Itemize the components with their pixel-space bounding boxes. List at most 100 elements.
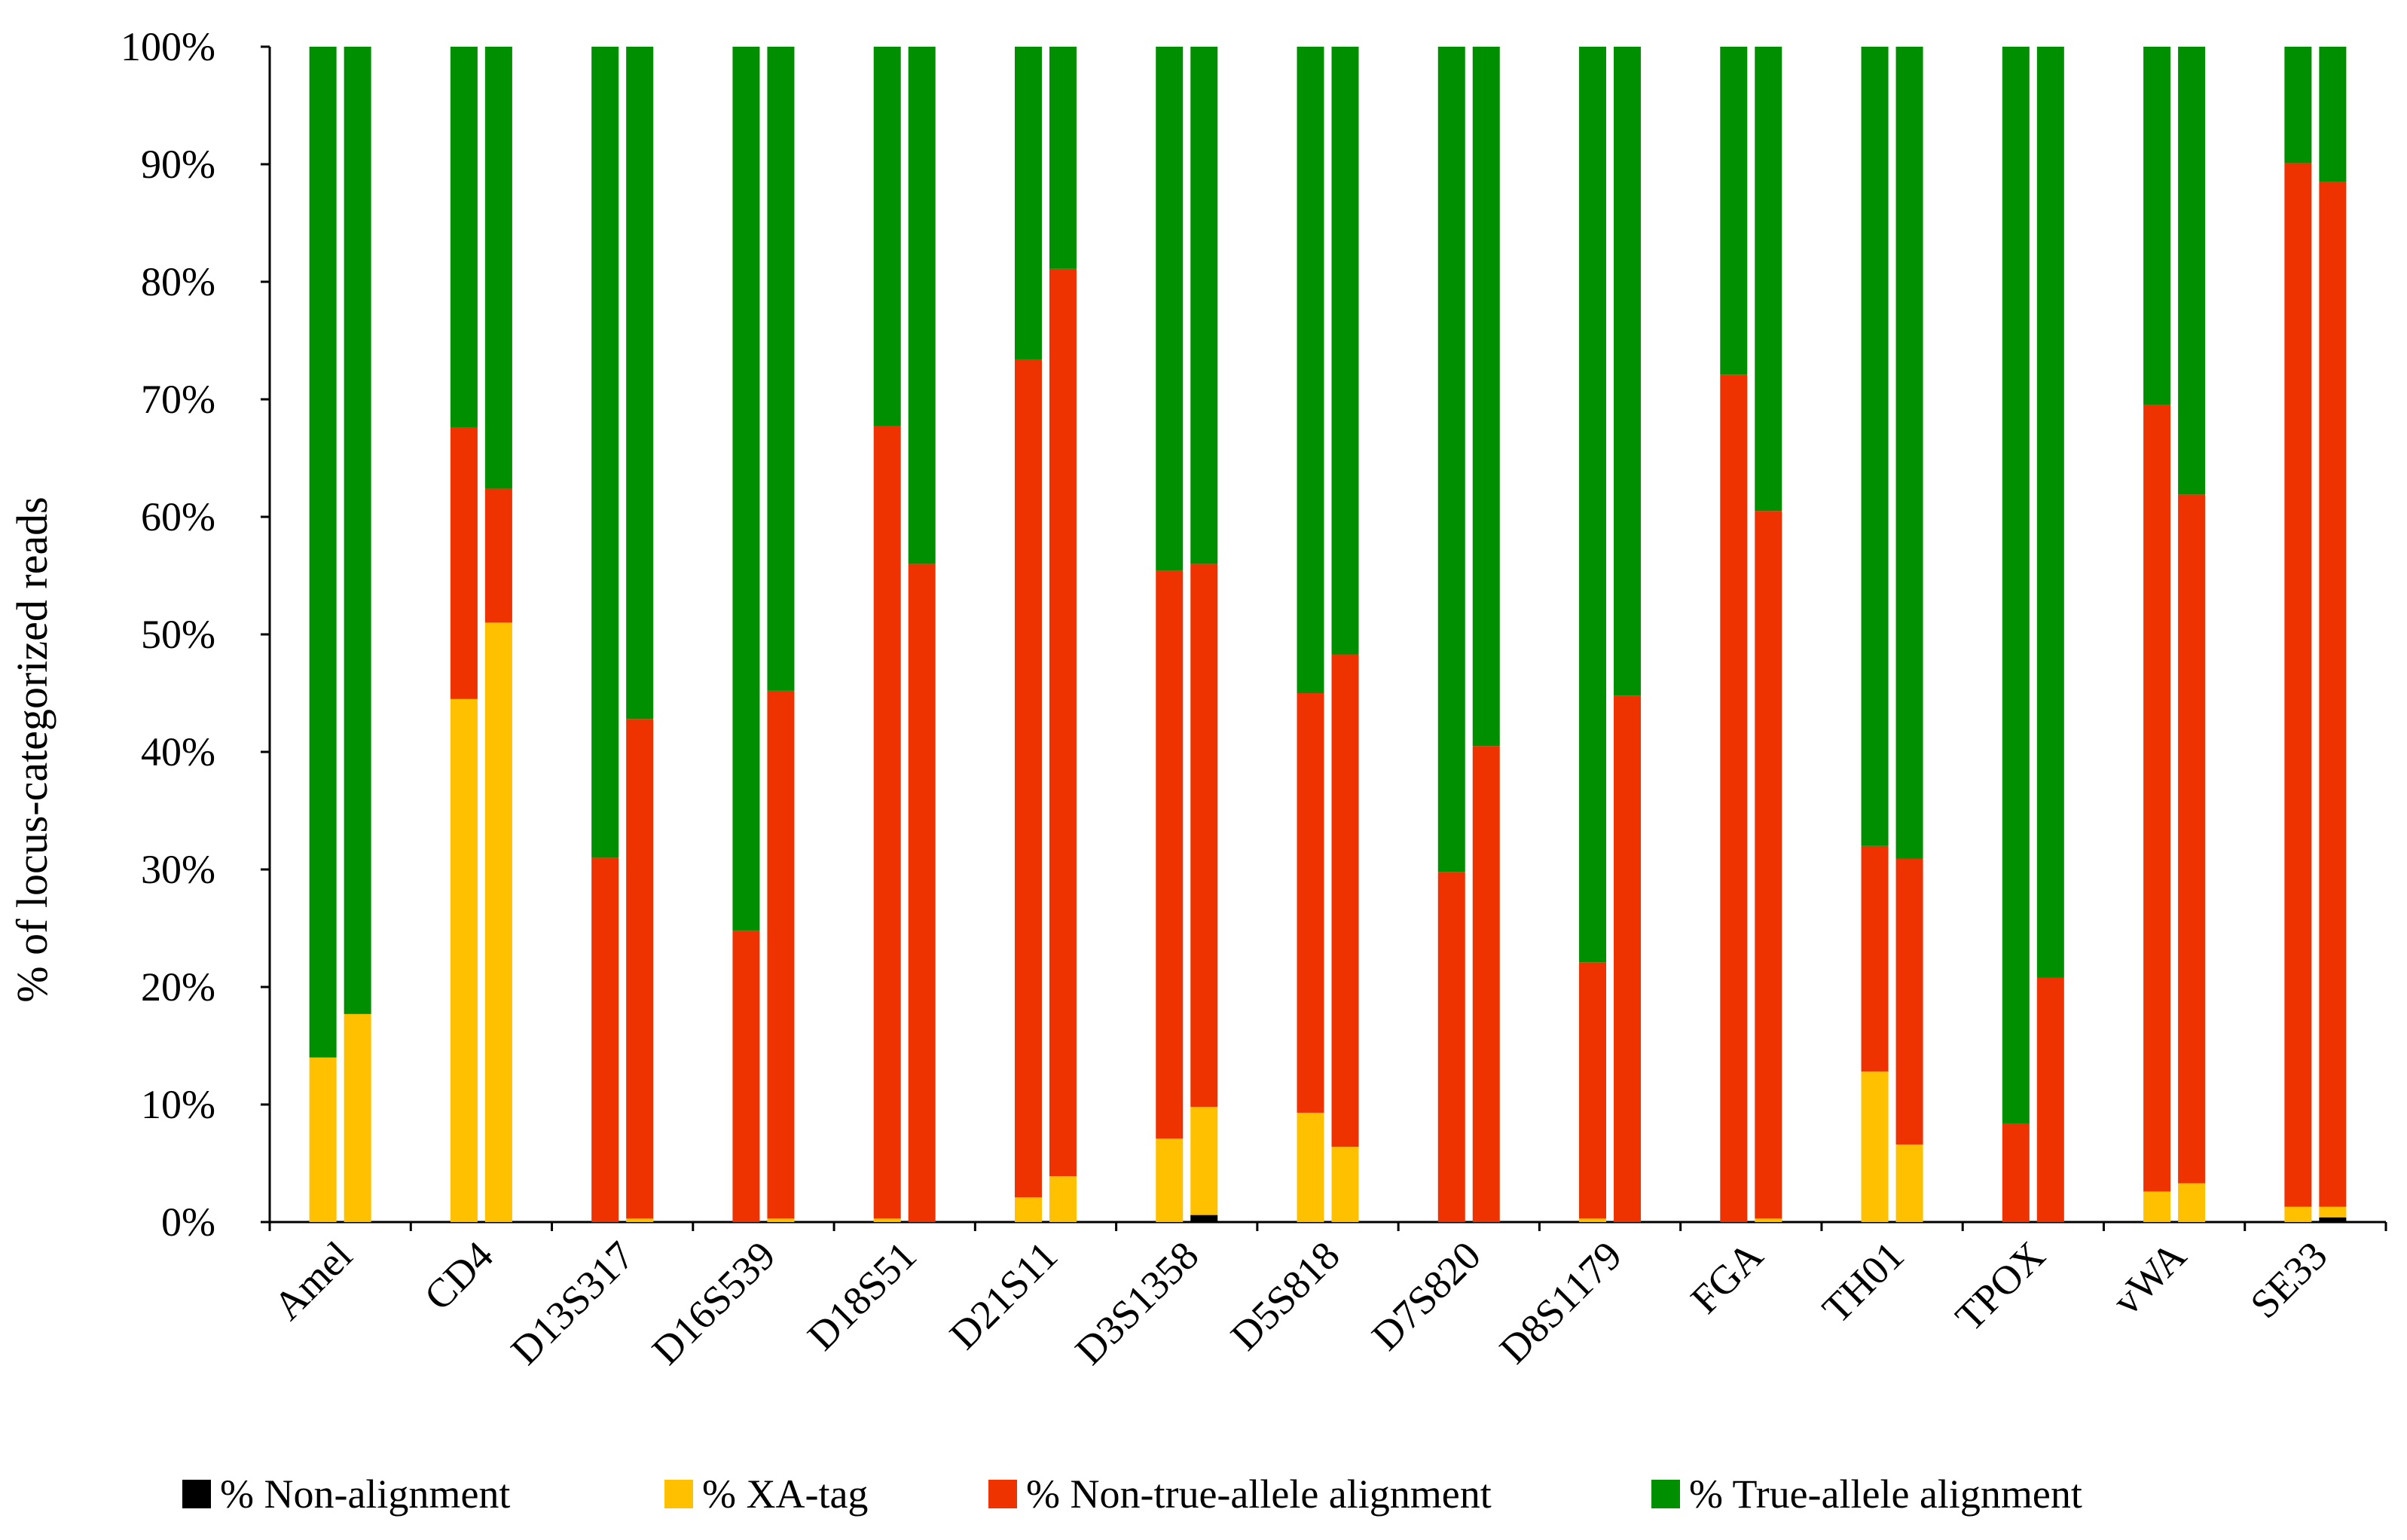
- bar-non-true-allele-D5S818-1: [1297, 693, 1324, 1113]
- legend-swatch-non-alignment: [182, 1480, 211, 1508]
- bar-xa-tag-D21S11-1: [1014, 1197, 1042, 1222]
- bar-true-allele-D7S820-2: [1472, 47, 1500, 747]
- category-label: CD4: [416, 1233, 502, 1319]
- legend-item-xa-tag: % XA-tag: [664, 1471, 868, 1517]
- bar-xa-tag-D8S1179-1: [1579, 1218, 1607, 1222]
- bar-non-true-allele-D8S1179-2: [1614, 695, 1642, 1222]
- category-label: Amel: [265, 1233, 361, 1328]
- bar-non-true-allele-D7S820-1: [1437, 872, 1465, 1222]
- legend-label-xa-tag: % XA-tag: [702, 1471, 869, 1517]
- category-label: D16S539: [643, 1233, 784, 1373]
- category-label: D21S11: [941, 1233, 1066, 1358]
- bar-xa-tag-Amel-1: [309, 1057, 337, 1222]
- bar-true-allele-D5S818-1: [1297, 47, 1324, 693]
- bar-non-true-allele-vWA-1: [2143, 405, 2171, 1192]
- bar-non-true-allele-TPOX-1: [2002, 1123, 2030, 1222]
- bar-true-allele-D3S1358-1: [1156, 47, 1184, 571]
- bar-xa-tag-TH01-2: [1895, 1144, 1923, 1222]
- bar-true-allele-D13S317-2: [626, 47, 654, 720]
- bar-xa-tag-D5S818-2: [1331, 1147, 1359, 1222]
- bar-true-allele-TPOX-1: [2002, 47, 2030, 1123]
- bar-xa-tag-CD4-1: [450, 698, 478, 1222]
- legend-item-non-true-allele: % Non-true-allele alignment: [988, 1471, 1492, 1517]
- bar-non-true-allele-D18S51-1: [873, 426, 901, 1219]
- bar-true-allele-TH01-1: [1861, 47, 1889, 846]
- category-label: FGA: [1682, 1233, 1772, 1322]
- bar-true-allele-D18S51-1: [873, 47, 901, 426]
- bar-non-true-allele-FGA-1: [1720, 374, 1748, 1222]
- bar-true-allele-D18S51-2: [908, 47, 936, 564]
- y-tick-label: 0%: [161, 1199, 215, 1245]
- bar-non-true-allele-D3S1358-2: [1190, 564, 1218, 1108]
- bar-true-allele-D21S11-2: [1049, 47, 1077, 269]
- bar-non-true-allele-FGA-2: [1755, 511, 1782, 1219]
- bar-true-allele-TH01-2: [1895, 47, 1923, 859]
- bar-true-allele-D16S539-1: [732, 47, 760, 931]
- category-label-group: Amel CD4 D13S317 D16S539 D18S51 D21S11 D3S1358…: [265, 1233, 2336, 1373]
- bar-true-allele-D13S317-1: [591, 47, 619, 858]
- bar-non-true-allele-TH01-1: [1861, 845, 1889, 1072]
- bar-xa-tag-D5S818-1: [1297, 1112, 1324, 1222]
- bar-xa-tag-D21S11-2: [1049, 1176, 1077, 1222]
- bar-true-allele-FGA-2: [1755, 47, 1782, 512]
- legend: % Non-alignment % XA-tag % Non-true-alle…: [0, 1471, 2407, 1531]
- bar-non-true-allele-CD4-1: [450, 427, 478, 699]
- bar-true-allele-SE33-2: [2319, 47, 2347, 182]
- bar-xa-tag-FGA-2: [1755, 1218, 1782, 1222]
- legend-swatch-xa-tag: [664, 1480, 693, 1508]
- legend-label-non-true-allele: % Non-true-allele alignment: [1026, 1471, 1492, 1517]
- bar-true-allele-D5S818-2: [1331, 47, 1359, 655]
- y-tick-label: 50%: [141, 612, 215, 657]
- bar-true-allele-SE33-1: [2284, 47, 2312, 163]
- bar-xa-tag-D16S539-2: [767, 1218, 795, 1222]
- bar-true-allele-vWA-1: [2143, 47, 2171, 405]
- bar-xa-tag-SE33-1: [2284, 1206, 2312, 1222]
- bar-non-true-allele-D8S1179-1: [1579, 962, 1607, 1219]
- bar-true-allele-D3S1358-2: [1190, 47, 1218, 564]
- y-tick-label: 70%: [141, 377, 215, 422]
- y-tick-label: 60%: [141, 494, 215, 539]
- bar-non-true-allele-D16S539-2: [767, 690, 795, 1219]
- bar-group: [309, 47, 2347, 1222]
- x-tick-group: [268, 1222, 2387, 1231]
- bar-true-allele-D16S539-2: [767, 47, 795, 691]
- category-label: D13S317: [502, 1233, 643, 1373]
- category-label: vWA: [2103, 1233, 2195, 1324]
- bar-non-true-allele-D18S51-2: [908, 564, 936, 1222]
- bar-xa-tag-Amel-2: [344, 1013, 371, 1222]
- legend-label-non-alignment: % Non-alignment: [220, 1471, 511, 1517]
- bar-non-true-allele-CD4-2: [484, 488, 512, 623]
- bar-xa-tag-D18S51-1: [873, 1218, 901, 1222]
- category-label: D3S1358: [1067, 1233, 1208, 1373]
- bar-non-true-allele-TPOX-2: [2036, 977, 2064, 1222]
- bar-true-allele-FGA-1: [1720, 47, 1748, 375]
- bar-true-allele-D8S1179-2: [1614, 47, 1642, 696]
- bar-non-true-allele-D7S820-2: [1472, 746, 1500, 1222]
- bar-xa-tag-CD4-2: [484, 622, 512, 1222]
- y-tick-label: 10%: [141, 1082, 215, 1127]
- bar-xa-tag-vWA-1: [2143, 1191, 2171, 1222]
- bar-true-allele-vWA-2: [2178, 47, 2206, 495]
- bar-non-alignment-D3S1358-2: [1190, 1215, 1218, 1222]
- y-tick-label: 20%: [141, 964, 215, 1010]
- bar-non-true-allele-D13S317-2: [626, 719, 654, 1219]
- bar-non-true-allele-D5S818-2: [1331, 654, 1359, 1147]
- bar-true-allele-CD4-1: [450, 47, 478, 428]
- bar-non-true-allele-D13S317-1: [591, 857, 619, 1222]
- bar-xa-tag-D13S317-2: [626, 1218, 654, 1222]
- y-tick-label: 40%: [141, 729, 215, 775]
- bar-xa-tag-D3S1358-2: [1190, 1107, 1218, 1215]
- bar-non-true-allele-SE33-1: [2284, 163, 2312, 1207]
- y-tick-label: 90%: [141, 142, 215, 187]
- bar-non-alignment-SE33-2: [2319, 1217, 2347, 1222]
- bar-non-true-allele-D16S539-1: [732, 930, 760, 1222]
- category-label: D18S51: [799, 1233, 925, 1359]
- bar-true-allele-D7S820-1: [1437, 47, 1465, 872]
- y-tick-label: 100%: [121, 24, 215, 69]
- legend-item-non-alignment: % Non-alignment: [182, 1471, 510, 1517]
- y-tick-label: 80%: [141, 259, 215, 304]
- bar-non-true-allele-SE33-2: [2319, 182, 2347, 1207]
- legend-label-true-allele: % True-allele alignment: [1689, 1471, 2082, 1517]
- y-axis-label: % of locus-categorized reads: [8, 497, 57, 1003]
